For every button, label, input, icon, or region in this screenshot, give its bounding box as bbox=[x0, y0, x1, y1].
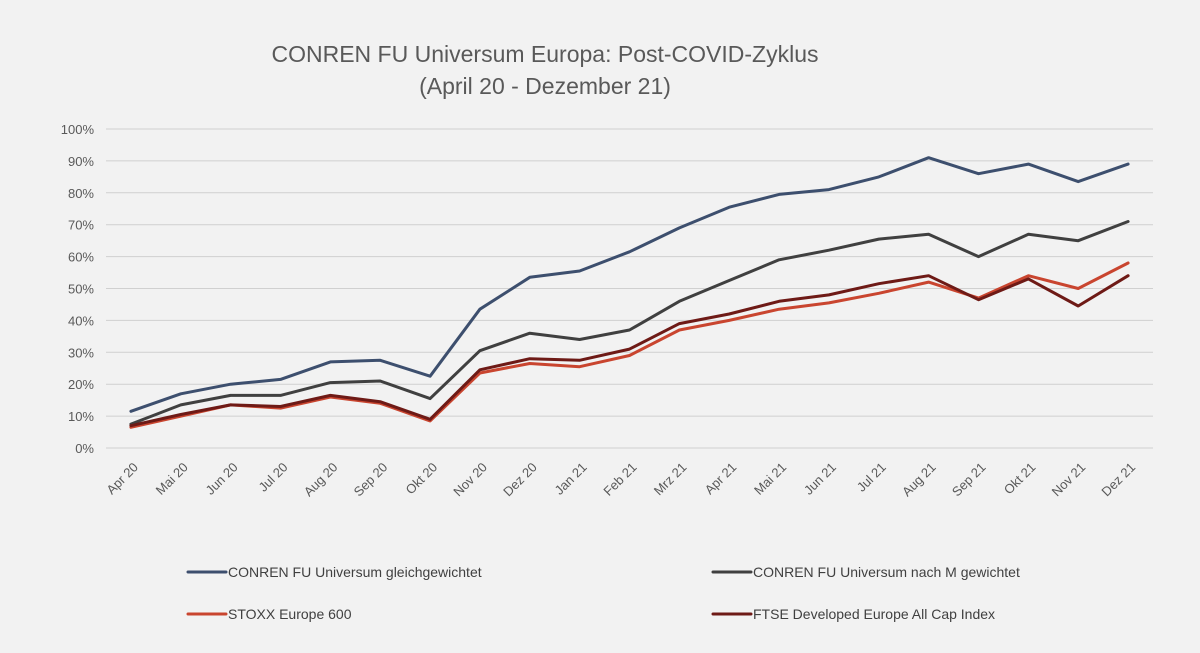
x-tick-label: Jul 20 bbox=[255, 460, 290, 495]
y-axis-tick-labels: 0% 10% 20% 30% 40% 50% 60% 70% 80% 90% 100% bbox=[61, 122, 95, 456]
x-tick-label: Okt 21 bbox=[1001, 460, 1039, 498]
x-tick-label: Sep 21 bbox=[949, 460, 989, 500]
x-tick-label: Apr 20 bbox=[103, 460, 141, 498]
x-axis-tick-labels: Apr 20 Mai 20 Jun 20 Jul 20 Aug 20 Sep 20 Okt … bbox=[103, 460, 1138, 500]
x-tick-label: Aug 20 bbox=[301, 460, 341, 500]
grid-layer bbox=[106, 128, 1153, 449]
series-layer bbox=[129, 156, 1130, 429]
x-tick-label: Feb 21 bbox=[600, 460, 639, 499]
x-tick-label: Dez 21 bbox=[1098, 460, 1138, 500]
x-tick-label: Mrz 21 bbox=[651, 460, 690, 499]
x-tick-label: Apr 21 bbox=[702, 460, 740, 498]
x-tick-label: Aug 21 bbox=[899, 460, 939, 500]
x-tick-label: Dez 20 bbox=[500, 460, 540, 500]
series-line-1 bbox=[129, 156, 1130, 413]
series-line-3 bbox=[129, 261, 1130, 429]
y-tick-label: 60% bbox=[68, 250, 94, 265]
x-tick-label: Jun 20 bbox=[203, 460, 241, 498]
x-tick-label: Okt 20 bbox=[403, 460, 441, 498]
x-tick-label: Mai 20 bbox=[153, 460, 191, 498]
legend: CONREN FU Universum gleichgewichtet CONRE… bbox=[186, 564, 1020, 622]
y-tick-label: 40% bbox=[68, 313, 94, 328]
legend-label-4: FTSE Developed Europe All Cap Index bbox=[753, 606, 995, 622]
x-tick-label: Mai 21 bbox=[751, 460, 789, 498]
y-tick-label: 20% bbox=[68, 377, 94, 392]
chart-title: CONREN FU Universum Europa: Post-COVID-Z… bbox=[272, 41, 819, 67]
x-tick-label: Nov 21 bbox=[1049, 460, 1089, 500]
legend-label-2: CONREN FU Universum nach M gewichtet bbox=[753, 564, 1020, 580]
x-tick-label: Sep 20 bbox=[351, 460, 391, 500]
series-line-2 bbox=[129, 220, 1130, 426]
legend-label-1: CONREN FU Universum gleichgewichtet bbox=[228, 564, 482, 580]
y-tick-label: 50% bbox=[68, 282, 94, 297]
x-tick-label: Jun 21 bbox=[801, 460, 839, 498]
x-tick-label: Jan 21 bbox=[552, 460, 590, 498]
y-tick-label: 30% bbox=[68, 345, 94, 360]
y-tick-label: 70% bbox=[68, 218, 94, 233]
series-line-4 bbox=[129, 274, 1130, 428]
y-tick-label: 100% bbox=[61, 122, 95, 137]
y-tick-label: 90% bbox=[68, 154, 94, 169]
legend-label-3: STOXX Europe 600 bbox=[228, 606, 352, 622]
chart-subtitle: (April 20 - Dezember 21) bbox=[419, 73, 671, 99]
y-tick-label: 0% bbox=[75, 441, 94, 456]
x-tick-label: Nov 20 bbox=[450, 460, 490, 500]
y-tick-label: 10% bbox=[68, 409, 94, 424]
y-tick-label: 80% bbox=[68, 186, 94, 201]
x-tick-label: Jul 21 bbox=[854, 460, 889, 495]
